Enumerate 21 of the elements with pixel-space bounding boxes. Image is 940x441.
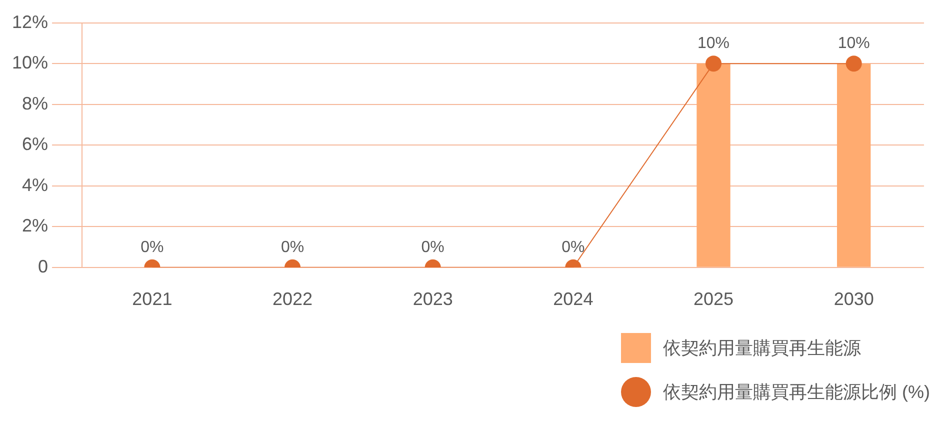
data-label: 0% (421, 238, 444, 256)
x-tick-label: 2030 (834, 289, 874, 310)
x-tick-label: 2023 (412, 289, 453, 310)
y-tick-label: 2% (22, 216, 48, 236)
data-label: 10% (838, 34, 870, 52)
x-tick-label: 2024 (553, 289, 594, 310)
y-tick-label: 0 (38, 256, 48, 276)
y-tick-label: 10% (12, 52, 48, 73)
x-tick-label: 2021 (132, 289, 172, 310)
y-tick-label: 6% (22, 134, 48, 154)
legend-label: 依契約用量購買再生能源 (663, 337, 861, 360)
x-tick-label: 2022 (272, 289, 313, 310)
data-label: 0% (280, 238, 304, 256)
data-label: 0% (140, 238, 164, 256)
y-tick-label: 4% (22, 174, 48, 195)
y-tick-label: 12% (12, 12, 48, 32)
data-label: 10% (697, 34, 730, 52)
x-tick-label: 2025 (693, 289, 734, 310)
data-label: 0% (562, 238, 585, 256)
y-tick-label: 8% (22, 93, 48, 114)
legend-label: 依契約用量購買再生能源比例 (%) (663, 381, 930, 404)
